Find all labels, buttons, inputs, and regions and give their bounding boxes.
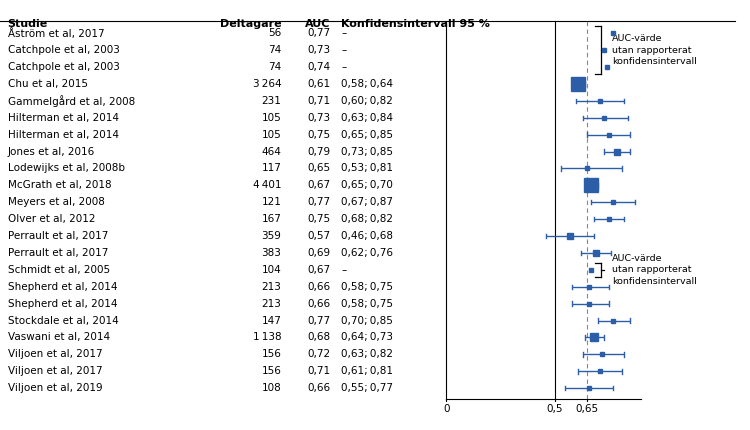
Text: 0,70; 0,85: 0,70; 0,85 xyxy=(341,316,393,326)
Text: 0,64; 0,73: 0,64; 0,73 xyxy=(341,332,393,342)
Text: Catchpole et al, 2003: Catchpole et al, 2003 xyxy=(8,62,119,72)
Text: Perrault et al, 2017: Perrault et al, 2017 xyxy=(8,231,108,241)
Text: Viljoen et al, 2017: Viljoen et al, 2017 xyxy=(8,366,102,376)
Text: Konfidensintervall 95 %: Konfidensintervall 95 % xyxy=(341,19,490,29)
Text: 74: 74 xyxy=(268,62,281,72)
Text: Chu et al, 2015: Chu et al, 2015 xyxy=(8,79,88,89)
Text: 0,75: 0,75 xyxy=(307,214,330,224)
Text: 0,67; 0,87: 0,67; 0,87 xyxy=(341,197,393,207)
Text: 105: 105 xyxy=(262,129,281,140)
Text: 0,63; 0,84: 0,63; 0,84 xyxy=(341,113,393,123)
Text: Åström et al, 2017: Åström et al, 2017 xyxy=(8,28,104,39)
Text: Stockdale et al, 2014: Stockdale et al, 2014 xyxy=(8,316,118,326)
Text: 0,77: 0,77 xyxy=(307,316,330,326)
Text: Deltagare: Deltagare xyxy=(220,19,281,29)
Text: 0,46; 0,68: 0,46; 0,68 xyxy=(341,231,393,241)
Text: Perrault et al, 2017: Perrault et al, 2017 xyxy=(8,248,108,258)
Text: AUC: AUC xyxy=(304,19,330,29)
Text: Vaswani et al, 2014: Vaswani et al, 2014 xyxy=(8,332,109,342)
Text: Gammelgård et al, 2008: Gammelgård et al, 2008 xyxy=(8,95,135,107)
Text: 104: 104 xyxy=(262,265,281,275)
Text: 105: 105 xyxy=(262,113,281,123)
Text: 213: 213 xyxy=(261,299,281,309)
Text: 0,65; 0,85: 0,65; 0,85 xyxy=(341,129,393,140)
Text: Catchpole et al, 2003: Catchpole et al, 2003 xyxy=(8,45,119,55)
Text: 0,58; 0,64: 0,58; 0,64 xyxy=(341,79,393,89)
Text: Schmidt et al, 2005: Schmidt et al, 2005 xyxy=(8,265,109,275)
Text: Hilterman et al, 2014: Hilterman et al, 2014 xyxy=(8,113,118,123)
Text: 108: 108 xyxy=(262,383,281,393)
Text: 359: 359 xyxy=(261,231,281,241)
Text: 0,65: 0,65 xyxy=(307,163,330,173)
Text: 0,65: 0,65 xyxy=(575,404,598,414)
Text: 121: 121 xyxy=(261,197,281,207)
Text: 56: 56 xyxy=(268,28,281,38)
Text: 0,57: 0,57 xyxy=(307,231,330,241)
Text: 0,79: 0,79 xyxy=(307,147,330,157)
Text: –: – xyxy=(341,45,346,55)
Text: Hilterman et al, 2014: Hilterman et al, 2014 xyxy=(8,129,118,140)
Text: 0,73; 0,85: 0,73; 0,85 xyxy=(341,147,393,157)
Text: Olver et al, 2012: Olver et al, 2012 xyxy=(8,214,95,224)
Text: 1 138: 1 138 xyxy=(253,332,281,342)
Text: Lodewijks et al, 2008b: Lodewijks et al, 2008b xyxy=(8,163,124,173)
Text: Shepherd et al, 2014: Shepherd et al, 2014 xyxy=(8,282,117,292)
Text: 0,62; 0,76: 0,62; 0,76 xyxy=(341,248,393,258)
Text: AUC-värde
utan rapporterat
konfidensintervall: AUC-värde utan rapporterat konfidensinte… xyxy=(612,254,697,286)
Text: 0,61: 0,61 xyxy=(307,79,330,89)
Text: 0,61; 0,81: 0,61; 0,81 xyxy=(341,366,393,376)
Text: –: – xyxy=(341,62,346,72)
Text: 0,67: 0,67 xyxy=(307,180,330,190)
Text: Viljoen et al, 2019: Viljoen et al, 2019 xyxy=(8,383,102,393)
Text: 0,75: 0,75 xyxy=(307,129,330,140)
Text: McGrath et al, 2018: McGrath et al, 2018 xyxy=(8,180,111,190)
Text: 0,66: 0,66 xyxy=(307,282,330,292)
Text: 231: 231 xyxy=(261,96,281,106)
Text: 167: 167 xyxy=(261,214,281,224)
Text: Shepherd et al, 2014: Shepherd et al, 2014 xyxy=(8,299,117,309)
Text: 74: 74 xyxy=(268,45,281,55)
Text: 0,72: 0,72 xyxy=(307,350,330,359)
Text: 0,77: 0,77 xyxy=(307,197,330,207)
Text: Jones et al, 2016: Jones et al, 2016 xyxy=(8,147,94,157)
Text: 0,53; 0,81: 0,53; 0,81 xyxy=(341,163,393,173)
Text: 0,68: 0,68 xyxy=(307,332,330,342)
Text: 0,69: 0,69 xyxy=(307,248,330,258)
Text: 0,73: 0,73 xyxy=(307,45,330,55)
Text: 0,67: 0,67 xyxy=(307,265,330,275)
Text: Meyers et al, 2008: Meyers et al, 2008 xyxy=(8,197,104,207)
Text: 3 264: 3 264 xyxy=(253,79,281,89)
Text: Studie: Studie xyxy=(8,19,48,29)
Text: 0,73: 0,73 xyxy=(307,113,330,123)
Text: AUC-värde
utan rapporterat
konfidensintervall: AUC-värde utan rapporterat konfidensinte… xyxy=(612,34,697,66)
Text: Viljoen et al, 2017: Viljoen et al, 2017 xyxy=(8,350,102,359)
Text: 0,77: 0,77 xyxy=(307,28,330,38)
Text: 4 401: 4 401 xyxy=(253,180,281,190)
Text: 0,71: 0,71 xyxy=(307,366,330,376)
Text: 156: 156 xyxy=(261,366,281,376)
Text: 464: 464 xyxy=(261,147,281,157)
Text: 213: 213 xyxy=(261,282,281,292)
Text: 383: 383 xyxy=(261,248,281,258)
Text: 0,65; 0,70: 0,65; 0,70 xyxy=(341,180,393,190)
Text: 156: 156 xyxy=(261,350,281,359)
Text: 0,66: 0,66 xyxy=(307,383,330,393)
Text: 147: 147 xyxy=(261,316,281,326)
Text: 117: 117 xyxy=(261,163,281,173)
Text: 0,5: 0,5 xyxy=(546,404,562,414)
Text: –: – xyxy=(341,265,346,275)
Text: 0,58; 0,75: 0,58; 0,75 xyxy=(341,282,393,292)
Text: 0,74: 0,74 xyxy=(307,62,330,72)
Text: 0,71: 0,71 xyxy=(307,96,330,106)
Text: 0: 0 xyxy=(443,404,449,414)
Text: –: – xyxy=(341,28,346,38)
Text: 0,58; 0,75: 0,58; 0,75 xyxy=(341,299,393,309)
Text: 0,66: 0,66 xyxy=(307,299,330,309)
Text: 0,60; 0,82: 0,60; 0,82 xyxy=(341,96,393,106)
Text: 0,68; 0,82: 0,68; 0,82 xyxy=(341,214,393,224)
Text: 0,55; 0,77: 0,55; 0,77 xyxy=(341,383,393,393)
Text: 0,63; 0,82: 0,63; 0,82 xyxy=(341,350,393,359)
